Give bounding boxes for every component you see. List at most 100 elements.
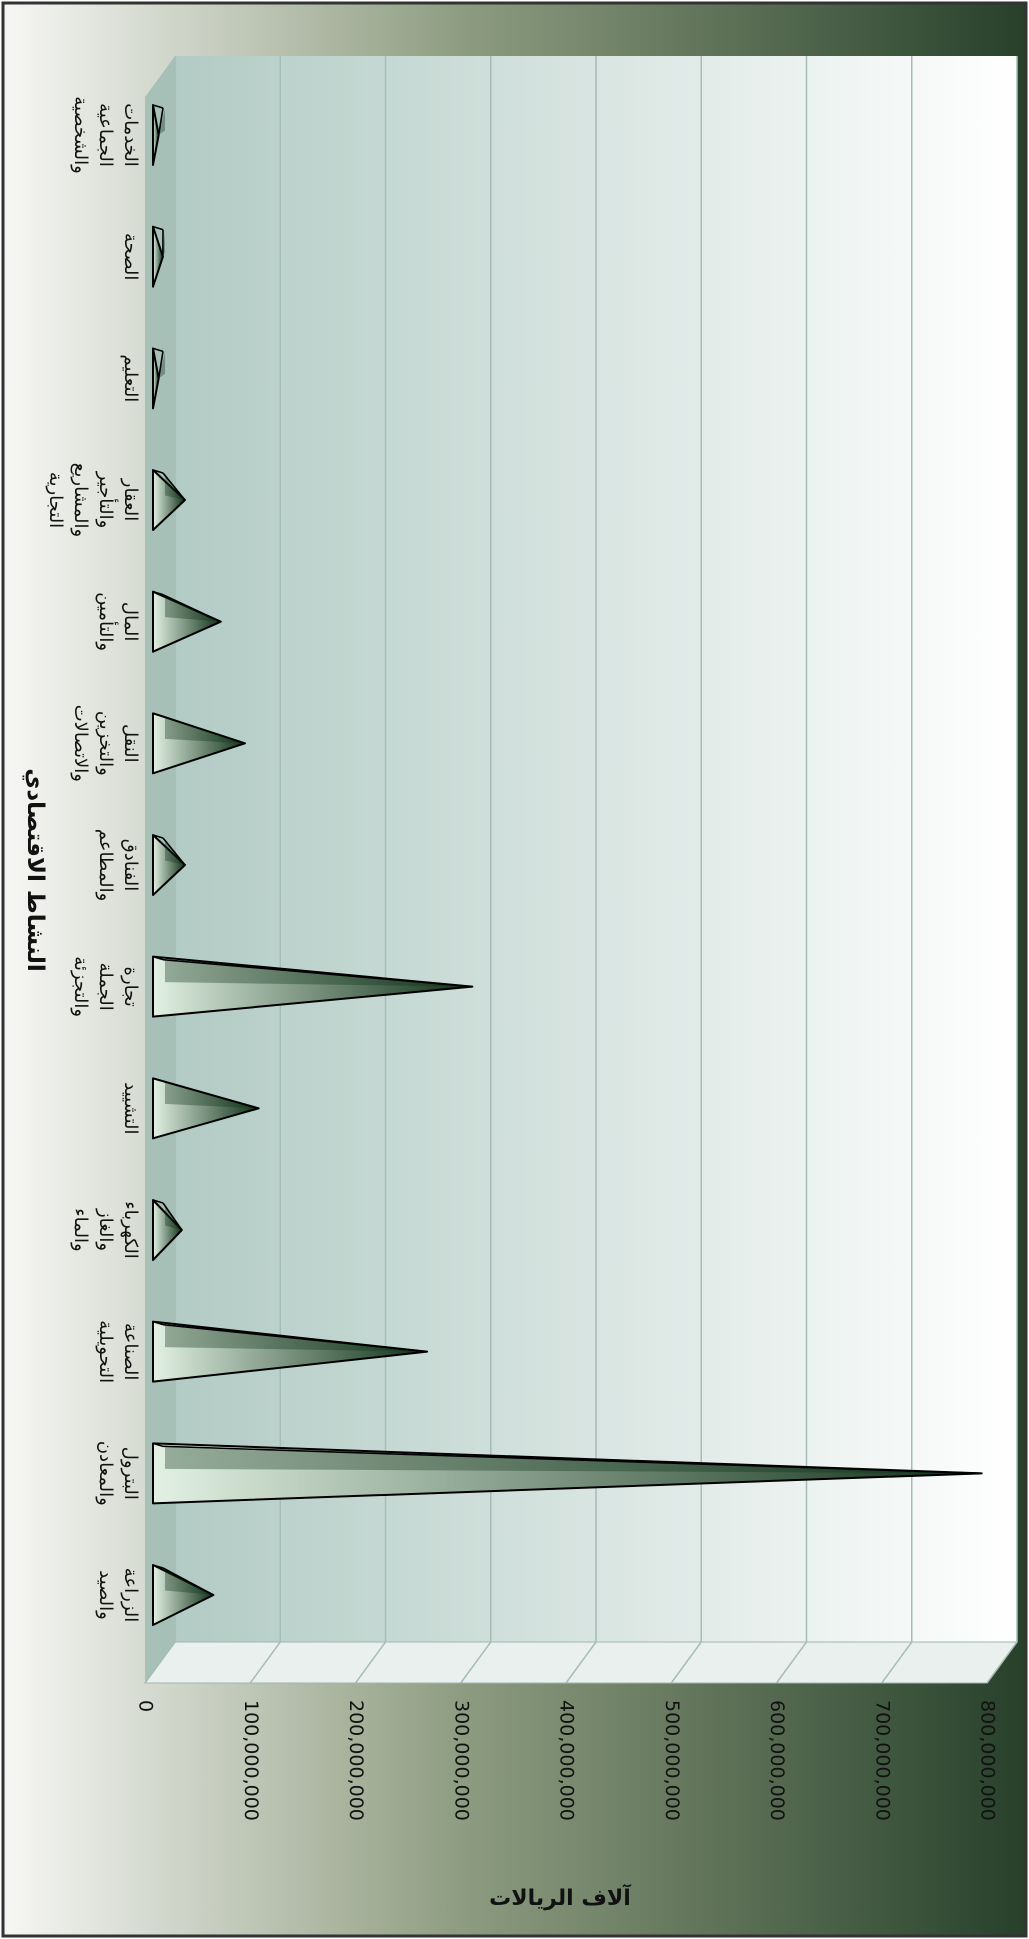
value-tick-label: 600,000,000 [766, 1700, 788, 1821]
cone-ridge [162, 715, 246, 745]
category-label-line: والتجزئة [70, 956, 91, 1017]
cone-rim [152, 834, 164, 839]
value-tick-label: 400,000,000 [556, 1700, 578, 1821]
category-label-line: والصيد [95, 1570, 116, 1620]
category-label: التعليم [120, 354, 141, 402]
cone-body [152, 347, 160, 410]
category-label: الصحة [120, 233, 141, 280]
category-label-line: والتخزين [95, 711, 116, 776]
gridline-floor [249, 1641, 281, 1684]
value-tick-label: 200,000,000 [345, 1700, 367, 1821]
gridline-floor [881, 1641, 913, 1684]
category-label-line: والتأمين [95, 592, 119, 651]
cone-ridge [162, 1202, 183, 1231]
value-tick-label: 500,000,000 [661, 1700, 683, 1821]
y-axis-title: آلاف الريالات [489, 1883, 631, 1911]
cone-rim [152, 347, 164, 353]
cone-ridge [162, 593, 222, 623]
plot-wall [144, 56, 1018, 1684]
cone-body [152, 1442, 983, 1505]
cone-ridge [162, 472, 186, 501]
category-label-line: الجملة [95, 963, 116, 1011]
cone-bar [152, 1564, 215, 1626]
value-tick-label: 300,000,000 [450, 1700, 472, 1821]
value-tick-labels: 0 100,000,000 200,000,000 300,000,000 400,00… [135, 1700, 999, 1821]
category-label-line: التشييد [120, 1082, 141, 1134]
cone-body [152, 1564, 215, 1626]
cone-bar [152, 225, 165, 288]
x-axis-title: النشاط الاقتصادي [22, 768, 48, 972]
category-label-line: التجارية [45, 472, 66, 528]
cone-bar [152, 469, 186, 531]
category-label-line: التحويلية [95, 1320, 116, 1383]
category-label-line: الجماعية [95, 103, 116, 167]
category-label-line: البترول [120, 1447, 141, 1500]
cone-rim [152, 1199, 164, 1204]
category-label-line: والمشاريع [70, 463, 91, 537]
value-tick-label: 800,000,000 [977, 1700, 999, 1821]
cone-ridge [162, 958, 473, 988]
category-label-line: والمعادن [95, 1441, 116, 1506]
gridline-floor [775, 1641, 808, 1684]
category-label-line: والاتصالات [70, 705, 91, 782]
category-label-line: والشخصية [70, 96, 91, 174]
category-label-line: والغاز [95, 1208, 116, 1251]
cone-rim [152, 1320, 164, 1326]
category-label-line: الزراعة [120, 1568, 141, 1623]
cone-bar [152, 1077, 260, 1140]
category-label-line: والماء [70, 1208, 91, 1252]
gridline-floor [565, 1641, 597, 1684]
cone-series [152, 104, 983, 1626]
gridline-floor [144, 1641, 176, 1684]
gridline-floor [354, 1641, 387, 1684]
category-label-line: النقل [120, 724, 141, 763]
value-tick-label: 100,000,000 [240, 1700, 262, 1821]
cone-bar [152, 834, 186, 896]
category-label-line: الصناعة [120, 1323, 141, 1380]
cone-body [152, 955, 474, 1018]
cone-body [152, 104, 160, 166]
cone-ridge [162, 1445, 982, 1475]
category-label-line: المال [120, 602, 141, 641]
category-label-line: تجارة [120, 967, 141, 1007]
cone-bar [152, 1320, 429, 1383]
cone-rim [152, 1077, 164, 1083]
cone-body [152, 1199, 183, 1261]
cone-ridge [162, 837, 186, 866]
cone-bar [152, 712, 246, 775]
cone-bar [152, 104, 165, 166]
category-label-line: الصحة [120, 233, 141, 280]
category-label: التشييد [120, 1082, 141, 1134]
gridline-floor [986, 1641, 1018, 1684]
cone-body [152, 834, 186, 896]
value-tick-label: 0 [135, 1700, 157, 1712]
cone-rim [152, 104, 164, 109]
cone-shade [162, 230, 165, 257]
category-label-line: الخدمات [120, 103, 141, 167]
cone-rim [152, 1564, 164, 1569]
cone-body [152, 469, 186, 531]
cone-rim [152, 225, 164, 231]
gridline-floor [460, 1641, 492, 1684]
cone-bar [152, 347, 165, 410]
value-tick-label: 700,000,000 [871, 1700, 893, 1821]
cone-ridge [162, 1567, 214, 1596]
cone-rim [152, 590, 164, 596]
cone-ridge [162, 1323, 428, 1353]
cone-bar [152, 590, 222, 653]
cone-bar [152, 955, 474, 1018]
cone-ridge [157, 351, 164, 379]
category-label-line: الكهرباء [120, 1201, 141, 1259]
